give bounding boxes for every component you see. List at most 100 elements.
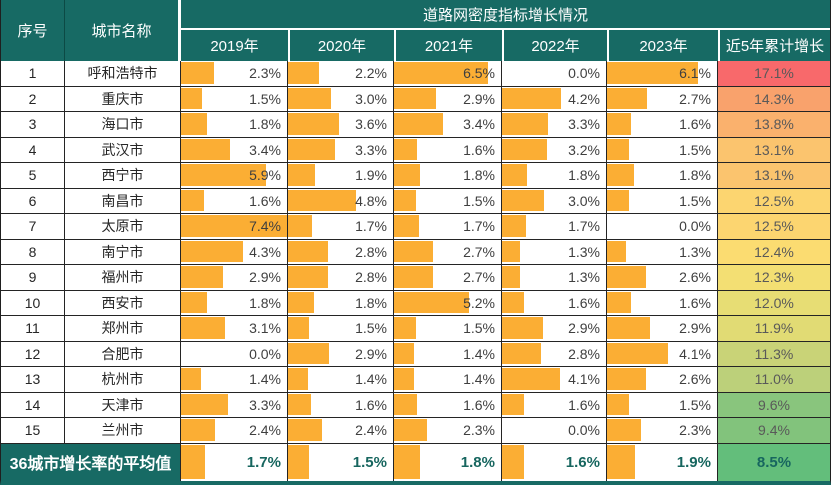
year-value-cell-2021: 3.4%	[394, 112, 502, 138]
data-bar	[181, 164, 266, 186]
year-value: 3.1%	[249, 320, 281, 337]
year-value: 1.6%	[568, 396, 600, 413]
row-index: 5	[28, 167, 37, 184]
city-name: 海口市	[101, 116, 144, 133]
data-bar	[607, 138, 630, 160]
year-value-cell-2023: 6.1%	[607, 61, 718, 87]
cumulative-cell: 13.8%	[718, 112, 830, 138]
year-value: 1.6%	[679, 116, 711, 133]
cumulative-value: 12.4%	[754, 243, 794, 260]
data-bar	[502, 113, 549, 135]
year-value: 4.2%	[568, 90, 600, 107]
table-row: 13 杭州市 1.4% 1.4% 1.4% 4.1% 2.6% 11.0%	[1, 367, 830, 393]
city-name-cell: 天津市	[65, 392, 181, 418]
data-bar	[394, 266, 434, 288]
year-value: 1.4%	[355, 371, 387, 388]
year-value-cell-2020: 2.4%	[288, 418, 394, 444]
city-name: 杭州市	[101, 371, 144, 388]
data-bar	[394, 240, 434, 262]
cumulative-value: 11.3%	[754, 345, 794, 362]
year-value: 1.8%	[355, 294, 387, 311]
data-bar	[394, 368, 415, 390]
table-row: 1 呼和浩特市 2.3% 2.2% 6.5% 0.0% 6.1% 17.1%	[1, 61, 830, 87]
data-bar	[607, 240, 627, 262]
year-value-cell-2022: 4.1%	[502, 367, 607, 393]
data-bar	[288, 368, 308, 390]
cumulative-cell: 14.3%	[718, 86, 830, 112]
data-bar	[502, 393, 525, 415]
year-value: 1.5%	[249, 90, 281, 107]
data-bar	[607, 164, 634, 186]
cumulative-value: 14.3%	[754, 90, 794, 107]
year-value: 1.7%	[355, 218, 387, 235]
year-value: 1.4%	[463, 371, 495, 388]
year-value: 3.4%	[249, 141, 281, 158]
year-value: 1.4%	[249, 371, 281, 388]
row-index-cell: 14	[1, 392, 65, 418]
city-name: 郑州市	[101, 320, 144, 337]
year-value: 1.7%	[246, 453, 281, 471]
table-body: 1 呼和浩特市 2.3% 2.2% 6.5% 0.0% 6.1% 17.1% 2…	[1, 61, 830, 481]
year-value: 2.4%	[355, 422, 387, 439]
row-index: 7	[28, 218, 37, 235]
cumulative-cell: 11.3%	[718, 341, 830, 367]
data-bar	[394, 215, 419, 237]
year-value-cell-2022: 1.7%	[502, 214, 607, 240]
year-value-cell-2022: 1.6%	[502, 290, 607, 316]
data-bar	[288, 342, 330, 364]
data-bar	[607, 291, 631, 313]
cumulative-value: 12.3%	[754, 269, 794, 286]
data-bar	[181, 87, 203, 109]
city-name: 太原市	[101, 218, 144, 235]
year-value-cell-2022: 3.2%	[502, 137, 607, 163]
year-value-cell-2021: 1.4%	[394, 341, 502, 367]
city-name: 西安市	[101, 294, 144, 311]
data-bar	[181, 240, 243, 262]
year-value-cell-2019: 1.5%	[181, 86, 288, 112]
year-value-cell-2022: 2.9%	[502, 316, 607, 342]
city-name-cell: 杭州市	[65, 367, 181, 393]
data-bar	[394, 62, 488, 84]
city-name: 呼和浩特市	[87, 65, 158, 82]
data-bar	[181, 444, 206, 479]
data-bar	[394, 393, 418, 415]
table-row: 8 南宁市 4.3% 2.8% 2.7% 1.3% 1.3% 12.4%	[1, 239, 830, 265]
year-value: 2.8%	[355, 269, 387, 286]
data-bar	[288, 240, 328, 262]
year-value: 3.3%	[249, 396, 281, 413]
city-name: 重庆市	[101, 90, 144, 107]
year-value-cell-2022: 0.0%	[502, 61, 607, 87]
data-bar	[607, 444, 636, 479]
city-name: 西宁市	[101, 167, 144, 184]
city-name: 福州市	[101, 269, 144, 286]
data-bar	[181, 393, 229, 415]
year-value: 5.9%	[249, 167, 281, 184]
city-name-cell: 合肥市	[65, 341, 181, 367]
data-bar	[181, 189, 204, 211]
table-row: 7 太原市 7.4% 1.7% 1.7% 1.7% 0.0% 12.5%	[1, 214, 830, 240]
year-value-cell-2023: 2.6%	[607, 265, 718, 291]
data-bar	[394, 291, 470, 313]
data-bar	[288, 419, 323, 441]
city-name-cell: 南昌市	[65, 188, 181, 214]
year-value: 1.7%	[568, 218, 600, 235]
year-value: 2.9%	[463, 90, 495, 107]
year-value: 1.5%	[679, 141, 711, 158]
header-group-title: 道路网密度指标增长情况	[181, 0, 830, 30]
year-value-cell-2023: 4.1%	[607, 341, 718, 367]
year-value-cell-2022: 0.0%	[502, 418, 607, 444]
year-value-cell-2020: 1.8%	[288, 290, 394, 316]
year-value-cell-2023: 2.3%	[607, 418, 718, 444]
year-value-cell-2020: 2.9%	[288, 341, 394, 367]
year-value: 2.4%	[249, 422, 281, 439]
cumulative-cell: 12.5%	[718, 214, 830, 240]
cumulative-value: 13.1%	[754, 141, 794, 158]
table-row: 6 南昌市 1.6% 4.8% 1.5% 3.0% 1.5% 12.5%	[1, 188, 830, 214]
data-bar	[502, 215, 526, 237]
year-value-cell-2020: 3.0%	[288, 86, 394, 112]
year-value-cell-2023: 2.6%	[607, 367, 718, 393]
year-value: 1.8%	[460, 453, 495, 471]
year-value-cell-2019: 5.9%	[181, 163, 288, 189]
data-bar	[394, 419, 428, 441]
year-value-cell-2020: 1.9%	[288, 163, 394, 189]
